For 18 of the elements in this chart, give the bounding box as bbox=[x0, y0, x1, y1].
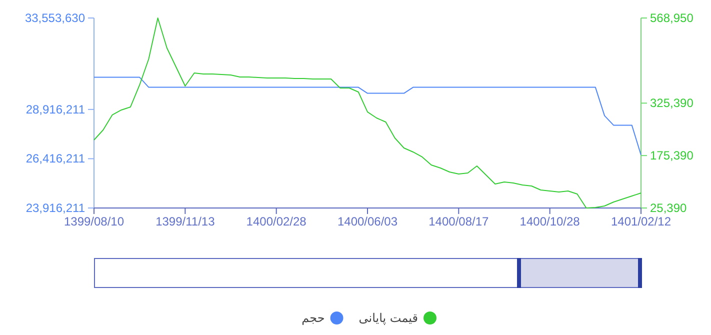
x-tick-label: 1399/08/10 bbox=[64, 214, 124, 229]
y-tick-label: 28,916,211 bbox=[26, 102, 86, 116]
x-tick-label: 1400/08/17 bbox=[428, 214, 490, 229]
y2-tick-label: 325,390 bbox=[650, 96, 694, 110]
x-tick-label: 1400/10/28 bbox=[520, 214, 580, 229]
x-tick-label: 1400/06/03 bbox=[337, 214, 398, 229]
legend-label: حجم bbox=[302, 311, 325, 325]
legend-label: قیمت پایانی bbox=[358, 311, 418, 325]
y2-tick-label: 568,950 bbox=[650, 10, 694, 25]
x-tick-label: 1399/11/13 bbox=[156, 214, 216, 229]
y-tick-label: 33,553,630 bbox=[24, 10, 86, 25]
y2-tick-label: 25,390 bbox=[650, 200, 688, 215]
x-tick-label: 1401/02/12 bbox=[610, 214, 672, 229]
line-series bbox=[94, 76, 642, 156]
x-tick-label: 1400/02/28 bbox=[246, 214, 307, 229]
y2-tick-label: 175,390 bbox=[650, 148, 694, 162]
y-tick-label: 26,416,211 bbox=[26, 152, 86, 166]
y-tick-label: 23,916,211 bbox=[26, 200, 86, 215]
